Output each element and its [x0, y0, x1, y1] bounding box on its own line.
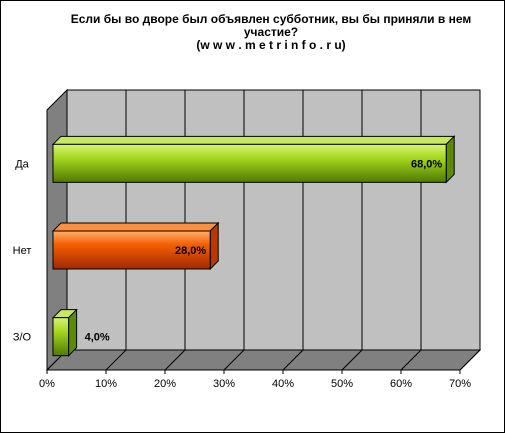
bar-side: [445, 135, 455, 184]
x-tick-label: 50%: [331, 378, 353, 390]
bars: [51, 135, 456, 357]
gridlines: [46, 90, 481, 371]
bar: [51, 135, 456, 184]
floor-gridline: [223, 349, 245, 371]
bar-front: [52, 230, 211, 270]
x-tick-label: 30%: [213, 378, 235, 390]
bar-side: [68, 308, 78, 357]
bar: [51, 221, 220, 271]
data-label: 4,0%: [85, 332, 110, 344]
category-label: Нет: [13, 245, 32, 257]
x-tick-label: 60%: [390, 378, 412, 390]
data-label: 28,0%: [175, 245, 206, 257]
bar-front: [52, 317, 70, 357]
data-label: 68,0%: [411, 158, 442, 170]
y-axis-categories: Да Нет З/О: [13, 158, 32, 343]
floor-gridline: [105, 349, 127, 371]
x-tick-label: 0%: [39, 378, 55, 390]
floor-gridline: [282, 349, 304, 371]
bar: [51, 308, 78, 357]
category-label: З/О: [13, 332, 32, 344]
bar-top: [51, 222, 220, 232]
bar-side: [209, 221, 219, 271]
x-tick-label: 10%: [95, 378, 117, 390]
data-labels: 68,0% 28,0% 4,0%: [85, 158, 443, 343]
x-tick-label: 40%: [272, 378, 294, 390]
chart-title-text: Если бы во дворе был объявлен субботник,…: [70, 12, 472, 39]
x-axis-ticks: 0% 10% 20% 30% 40% 50% 60% 70%: [39, 369, 471, 390]
back-wall: [66, 89, 481, 351]
x-tick-label: 20%: [154, 378, 176, 390]
floor-gridline: [341, 349, 363, 371]
bar-front: [52, 143, 447, 183]
floor-gridline: [459, 349, 481, 371]
chart-subtitle: (w w w . m e t r i n f o . r u): [196, 38, 346, 52]
bar-top: [51, 135, 456, 145]
floor: [45, 349, 482, 371]
chart-title: Если бы во дворе был объявлен субботник,…: [61, 13, 481, 52]
floor-gridline: [400, 349, 422, 371]
category-label: Да: [15, 158, 29, 170]
floor-gridline: [164, 349, 186, 371]
x-tick-label: 70%: [449, 378, 471, 390]
